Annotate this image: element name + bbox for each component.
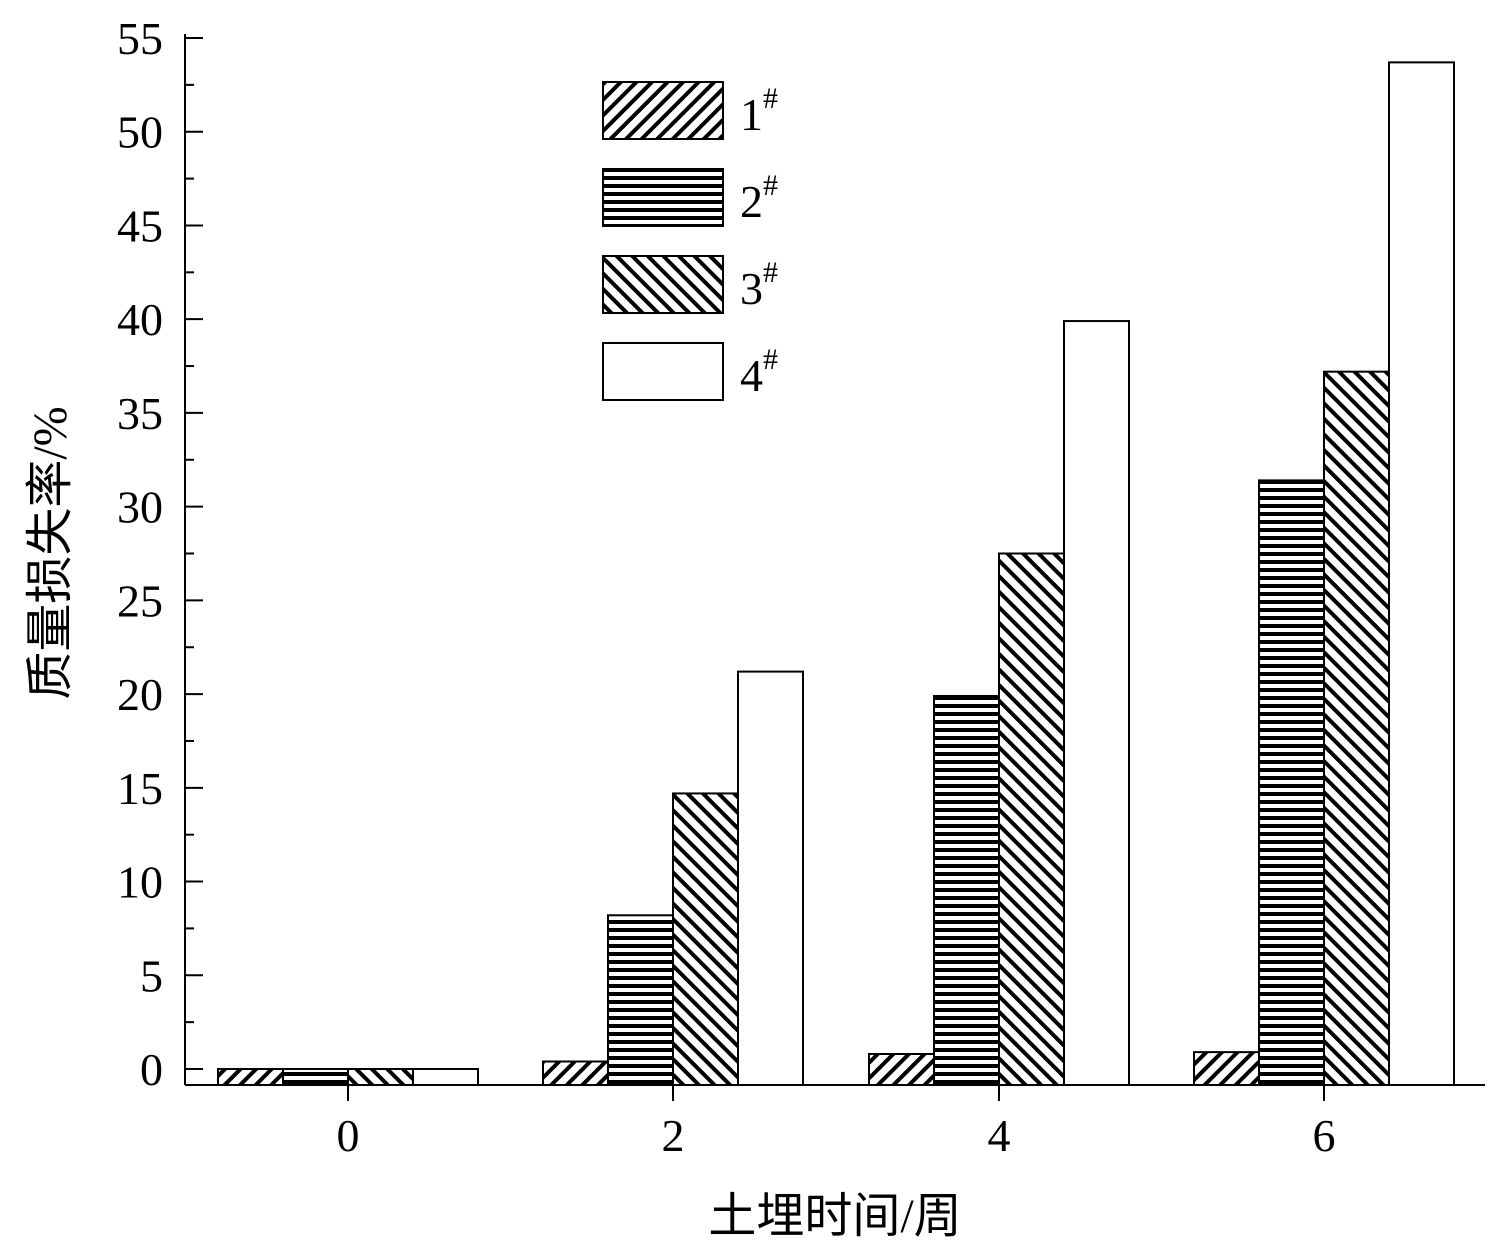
legend-label-2: 2# [740, 169, 778, 227]
bar-series-3-cat-0 [347, 1068, 414, 1086]
y-tick-label: 30 [117, 482, 163, 533]
axes: 0 5 10 15 20 25 30 35 40 45 50 55 0 2 4 6 土埋时间/周 质量损失率/% [24, 13, 1485, 1243]
bar-series-3-cat-4 [998, 552, 1065, 1086]
y-tick-label: 5 [140, 950, 163, 1001]
bar-series-1-cat-0 [217, 1068, 284, 1086]
bar-series-2-cat-6 [1258, 479, 1325, 1087]
y-tick-label: 45 [117, 200, 163, 251]
bar-series-3-cat-2 [672, 792, 739, 1087]
bar-series-1-cat-4 [868, 1053, 935, 1087]
legend-swatch-3 [602, 255, 724, 314]
y-tick-label: 0 [140, 1044, 163, 1095]
y-tick-label: 20 [117, 669, 163, 720]
bar-series-4-cat-2 [737, 670, 804, 1086]
legend-label-3: 3# [740, 256, 778, 314]
bar-series-4-cat-0 [412, 1068, 479, 1086]
x-tick-label: 4 [988, 1110, 1011, 1161]
bar-series-2-cat-4 [933, 694, 1000, 1086]
legend-swatch-1 [602, 81, 724, 140]
x-axis-title: 土埋时间/周 [708, 1190, 961, 1243]
legend-label-1: 1# [740, 82, 778, 140]
y-tick-label: 10 [117, 857, 163, 908]
bars-layer [217, 61, 1455, 1087]
bar-series-2-cat-0 [282, 1068, 349, 1086]
y-tick-label: 50 [117, 107, 163, 158]
legend-label-4: 4# [740, 343, 778, 401]
x-tick-label: 0 [337, 1110, 360, 1161]
legend-swatch-2 [602, 168, 724, 227]
legend-swatch-4 [602, 342, 724, 401]
bar-series-3-cat-6 [1323, 370, 1390, 1087]
bar-series-4-cat-4 [1063, 320, 1130, 1087]
bar-series-1-cat-2 [542, 1060, 609, 1087]
x-tick-label: 2 [662, 1110, 685, 1161]
y-tick-label: 40 [117, 294, 163, 345]
bar-series-2-cat-2 [607, 914, 674, 1087]
y-tick-label: 25 [117, 575, 163, 626]
bar-series-4-cat-6 [1388, 61, 1455, 1087]
y-tick-label: 35 [117, 388, 163, 439]
bar-series-1-cat-6 [1193, 1051, 1260, 1087]
y-tick-label: 55 [117, 13, 163, 64]
legend: 1# 2# 3# 4# [602, 81, 778, 401]
y-axis-title: 质量损失率/% [24, 406, 77, 699]
x-tick-label: 6 [1313, 1110, 1336, 1161]
y-tick-label: 15 [117, 763, 163, 814]
